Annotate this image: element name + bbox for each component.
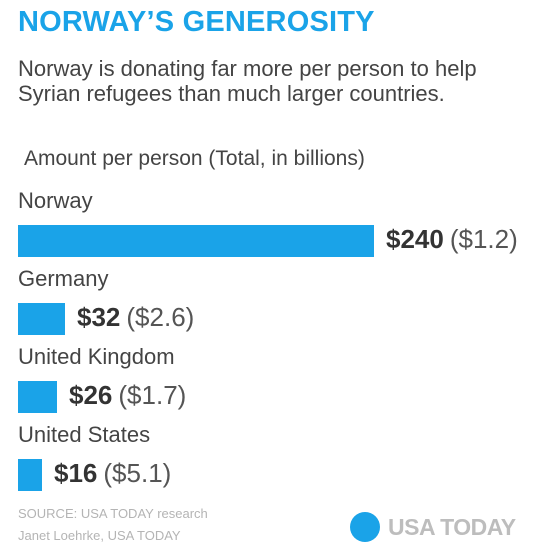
per-person-value: $240 bbox=[386, 224, 444, 254]
chart-title: NORWAY’S GENEROSITY bbox=[18, 6, 375, 38]
bar bbox=[18, 381, 57, 413]
bar-row: Norway $240 ($1.2) bbox=[18, 188, 528, 258]
value-label: $32 ($2.6) bbox=[77, 302, 194, 333]
source-line: SOURCE: USA TODAY research bbox=[18, 506, 208, 521]
credit-line: Janet Loehrke, USA TODAY bbox=[18, 528, 181, 543]
total-value: ($2.6) bbox=[126, 302, 195, 332]
category-label: Norway bbox=[18, 188, 93, 213]
category-label: United Kingdom bbox=[18, 344, 175, 369]
chart-subtitle: Norway is donating far more per person t… bbox=[18, 56, 477, 106]
category-label: Germany bbox=[18, 266, 109, 291]
value-label: $26 ($1.7) bbox=[69, 380, 186, 411]
per-person-value: $32 bbox=[77, 302, 121, 332]
logo-text: USA TODAY bbox=[388, 514, 516, 540]
bar bbox=[18, 225, 374, 257]
value-label: $240 ($1.2) bbox=[386, 224, 518, 255]
bar bbox=[18, 459, 42, 491]
total-value: ($1.2) bbox=[449, 224, 518, 254]
logo-dot-icon bbox=[350, 512, 380, 542]
value-label: $16 ($5.1) bbox=[54, 458, 171, 489]
total-value: ($1.7) bbox=[118, 380, 187, 410]
per-person-value: $26 bbox=[69, 380, 113, 410]
per-person-value: $16 bbox=[54, 458, 98, 488]
bar-row: United Kingdom $26 ($1.7) bbox=[18, 344, 528, 414]
total-value: ($5.1) bbox=[103, 458, 172, 488]
bar bbox=[18, 303, 65, 335]
measure-label: Amount per person (Total, in billions) bbox=[24, 147, 365, 170]
category-label: United States bbox=[18, 422, 151, 447]
bar-row: Germany $32 ($2.6) bbox=[18, 266, 528, 336]
bar-row: United States $16 ($5.1) bbox=[18, 422, 528, 492]
source-note: SOURCE: USA TODAY research Janet Loehrke… bbox=[18, 503, 208, 547]
